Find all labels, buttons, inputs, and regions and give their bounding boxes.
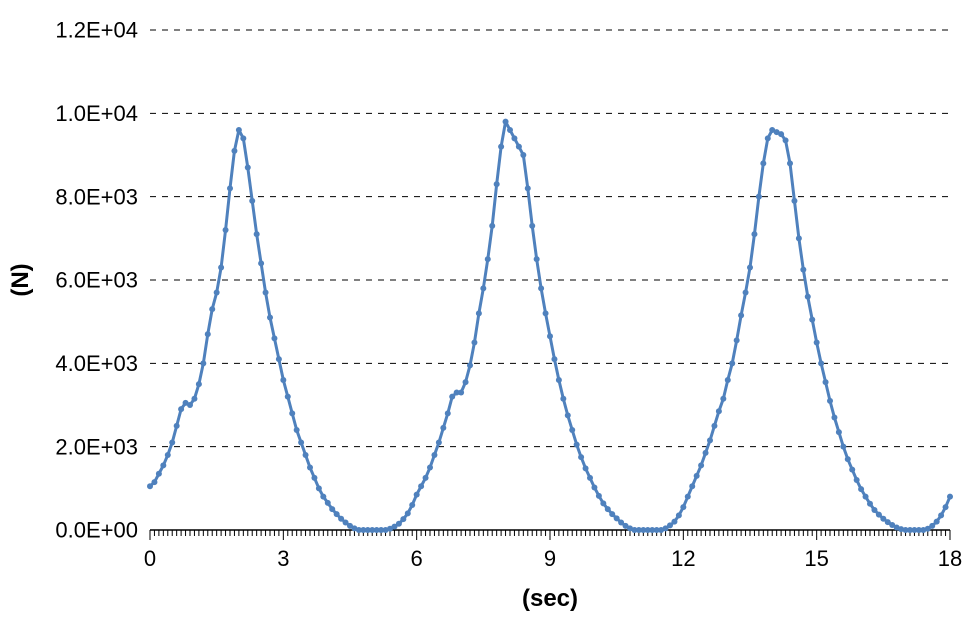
x-tick-label: 0 — [144, 546, 156, 571]
y-tick-label: 8.0E+03 — [55, 184, 138, 209]
y-tick-label: 2.0E+03 — [55, 434, 138, 459]
y-tick-label: 4.0E+03 — [55, 351, 138, 376]
y-axis-label: (N) — [7, 263, 34, 296]
x-tick-label: 18 — [938, 546, 962, 571]
x-axis-label: (sec) — [522, 585, 578, 612]
y-tick-label: 6.0E+03 — [55, 268, 138, 293]
x-tick-label: 3 — [277, 546, 289, 571]
x-tick-label: 12 — [671, 546, 695, 571]
y-tick-label: 1.2E+04 — [55, 18, 138, 43]
y-tick-label: 1.0E+04 — [55, 101, 138, 126]
force-time-chart: 0 3 6 9 12 15 18 (sec) 0.0E+00 2.0E+03 4.0E+03 6.0E… — [0, 0, 978, 638]
y-tick-label: 0.0E+00 — [55, 518, 138, 543]
x-tick-label: 6 — [411, 546, 423, 571]
x-tick-label: 9 — [544, 546, 556, 571]
x-tick-label: 15 — [804, 546, 828, 571]
